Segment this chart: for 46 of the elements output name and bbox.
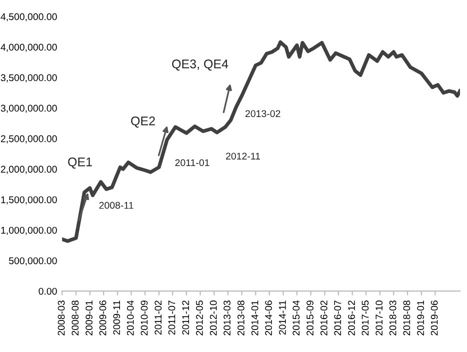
x-tick-label: 2011-07 [168,300,176,335]
x-tick-label: 2018-08 [403,300,410,336]
x-tick-label: 2015-04 [292,300,300,336]
x-tick-label: 2016-12 [348,300,355,336]
x-tick-label: 2013-08 [237,300,244,336]
x-tick-label: 2012-10 [210,300,217,336]
annotation: 2011-01 [175,159,210,166]
x-tick-label: 2015-09 [306,300,314,336]
x-tick-label: 2011-12 [182,300,190,335]
annotation: QE1 [68,158,92,169]
y-tick-label: 1,000,000.00 [1,226,57,235]
x-tick-label: 2018-03 [389,300,396,336]
line-series [62,40,460,243]
x-tick-label: 2016-07 [334,300,342,336]
y-tick-label: 3,500,000.00 [0,74,57,82]
x-tick-label: 2019-06 [430,300,438,336]
x-tick-label: 2014-01 [251,300,258,336]
annotation: 2008-11 [99,202,134,209]
y-tick-label: 0.00 [38,288,57,295]
y-tick-label: 2,500,000.00 [0,135,57,144]
x-tick-label: 2012-05 [196,300,203,336]
y-tick-label: 3,000,000.00 [0,104,57,113]
y-tick-label: 500,000.00 [8,257,57,266]
annotation: 2013-02 [245,110,280,118]
annotation: 2012-11 [226,152,260,160]
x-tick-label: 2010-09 [140,300,148,336]
x-tick-label: 2008-08 [72,300,79,336]
x-tick-label: 2017-05 [362,300,369,336]
x-tick-label: 2011-02 [154,300,162,335]
y-tick-label: 2,000,000.00 [0,166,57,174]
x-tick-label: 2010-04 [126,300,134,336]
y-tick-label: 1,500,000.00 [1,196,57,204]
x-tick-label: 2014-11 [278,300,286,335]
y-tick-label: 4,500,000.00 [0,13,57,22]
x-tick-label: 2009-11 [113,300,120,335]
annotation: QE2 [131,116,155,128]
x-tick-label: 2017-10 [376,300,383,336]
x-tick-label: 2016-02 [320,300,328,336]
x-tick-label: 2014-06 [265,300,272,336]
x-tick-label: 2019-01 [417,300,424,336]
x-tick-label: 2009-01 [86,300,92,336]
x-tick-label: 2009-06 [99,300,106,336]
y-tick-label: 4,000,000.00 [0,44,57,52]
x-tick-label: 2008-03 [58,300,65,336]
x-tick-label: 2013-03 [224,300,230,336]
annotation: QE3, QE4 [172,60,228,71]
